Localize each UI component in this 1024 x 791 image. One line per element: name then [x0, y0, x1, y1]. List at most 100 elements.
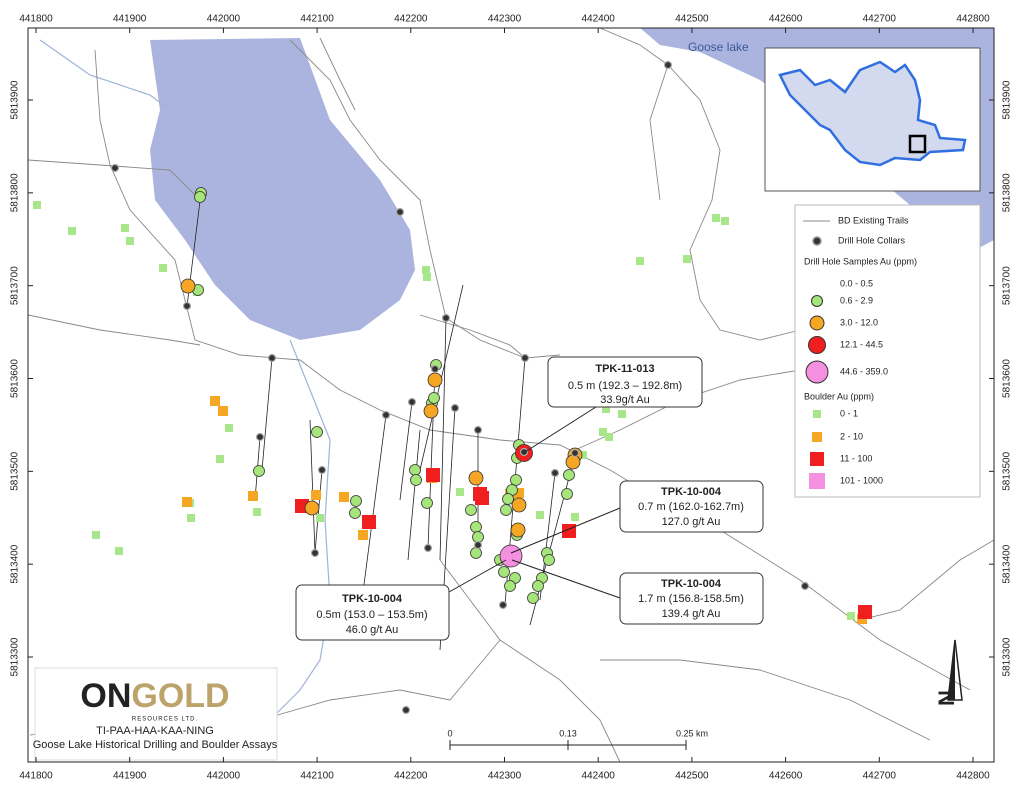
sample-low: [543, 554, 555, 566]
boulder-high: [426, 468, 440, 482]
leader-line: [510, 507, 621, 554]
drill-collar: [473, 425, 483, 435]
callout-line: 33.9g/t Au: [600, 394, 650, 406]
callout-line: 46.0 g/t Au: [346, 624, 399, 636]
legend-collar-swatch: [812, 236, 822, 246]
caption: Goose Lake Historical Drilling and Bould…: [33, 739, 278, 751]
callout-line: 0.5m (153.0 – 153.5m): [316, 609, 427, 621]
boulder-low: [187, 514, 195, 522]
boulder-low: [683, 255, 691, 263]
logo-subtitle: RESOURCES LTD.: [132, 717, 198, 723]
trail: [259, 639, 501, 721]
sample-low: [500, 504, 512, 516]
easting-label: 442800: [956, 14, 990, 25]
sample-low: [428, 392, 440, 404]
boulder-low: [605, 433, 613, 441]
drill-trace: [361, 414, 387, 601]
trail: [439, 559, 621, 763]
easting-label: 441900: [113, 771, 147, 782]
northing-label: 5813500: [10, 451, 21, 490]
callout-hole: TPK-10-004: [661, 486, 722, 498]
logo-name: ONGOLD: [80, 677, 229, 715]
boulder-high: [362, 515, 376, 529]
legend-label: 0 - 1: [840, 408, 858, 418]
sample-mid: [427, 372, 443, 388]
easting-label: 442200: [394, 771, 428, 782]
sample-low: [502, 493, 514, 505]
trail: [599, 27, 801, 341]
boulder-low: [636, 257, 644, 265]
sample-low: [563, 469, 575, 481]
boulder-mid: [358, 530, 368, 540]
legend-sample-swatch: [805, 360, 829, 384]
lake-label: Goose lake: [688, 40, 749, 54]
north-label: N: [934, 690, 959, 706]
boulder-low: [456, 488, 464, 496]
drill-collar: [430, 364, 440, 374]
sample-low: [532, 580, 544, 592]
callout-line: 127.0 g/t Au: [662, 516, 721, 528]
inset-locator: [908, 134, 927, 154]
legend-sample-swatch: [808, 336, 826, 354]
drill-trace: [309, 419, 316, 554]
legend-label: BD Existing Trails: [838, 215, 909, 225]
sample-low: [194, 191, 206, 203]
sample-low: [349, 507, 361, 519]
callout-line: 0.7 m (162.0-162.7m): [638, 501, 744, 513]
easting-label: 442000: [207, 14, 241, 25]
drill-collar: [407, 397, 417, 407]
sample-low: [421, 497, 433, 509]
sample-low: [504, 580, 516, 592]
drill-trace: [407, 429, 421, 561]
drill-collar: [255, 432, 265, 442]
drill-collar: [450, 403, 460, 413]
drill-collar: [519, 447, 529, 457]
sample-mid: [468, 470, 484, 486]
boulder-low: [33, 201, 41, 209]
north-arrow: N: [934, 639, 963, 706]
drill-collar: [395, 207, 405, 217]
trail: [859, 539, 995, 621]
boulder-mid: [311, 490, 321, 500]
easting-label: 442500: [675, 14, 709, 25]
points: [33, 60, 872, 715]
easting-label: 442000: [207, 771, 241, 782]
drill-collar: [498, 600, 508, 610]
leaders: [448, 406, 621, 599]
sample-mid: [511, 497, 527, 513]
drill-traces: [186, 192, 576, 651]
boulder-high: [475, 491, 489, 505]
trail: [649, 64, 669, 201]
legend-boulder-swatch: [809, 473, 825, 489]
callout-hole: TPK-10-004: [342, 593, 403, 605]
easting-label: 442600: [769, 14, 803, 25]
sample-low: [472, 531, 484, 543]
boulder-low: [721, 217, 729, 225]
sample-mid: [304, 500, 320, 516]
sample-low: [311, 426, 323, 438]
boulder-low: [602, 405, 610, 413]
boulder-high: [858, 605, 872, 619]
callout-box: [295, 584, 450, 641]
legend-box: [794, 204, 981, 498]
drill-collar: [520, 353, 530, 363]
legend-sample-swatch: [809, 315, 825, 331]
northing-label: 5813600: [1002, 359, 1013, 398]
northing-label: 5813600: [10, 359, 21, 398]
trail: [419, 314, 526, 359]
boulder-low: [423, 273, 431, 281]
leader-line: [524, 406, 597, 453]
sample-low: [410, 474, 422, 486]
legend-label: 11 - 100: [840, 453, 872, 463]
drill-collar: [381, 410, 391, 420]
sample-low: [465, 504, 477, 516]
easting-label: 442700: [863, 771, 897, 782]
northing-label: 5813800: [10, 173, 21, 212]
sample-low: [470, 521, 482, 533]
easting-label: 442300: [488, 771, 522, 782]
easting-label: 442400: [582, 14, 616, 25]
trail: [600, 659, 931, 741]
drill-collar: [800, 581, 810, 591]
scale-bar: 0 0.13 0.25 km: [447, 728, 708, 750]
